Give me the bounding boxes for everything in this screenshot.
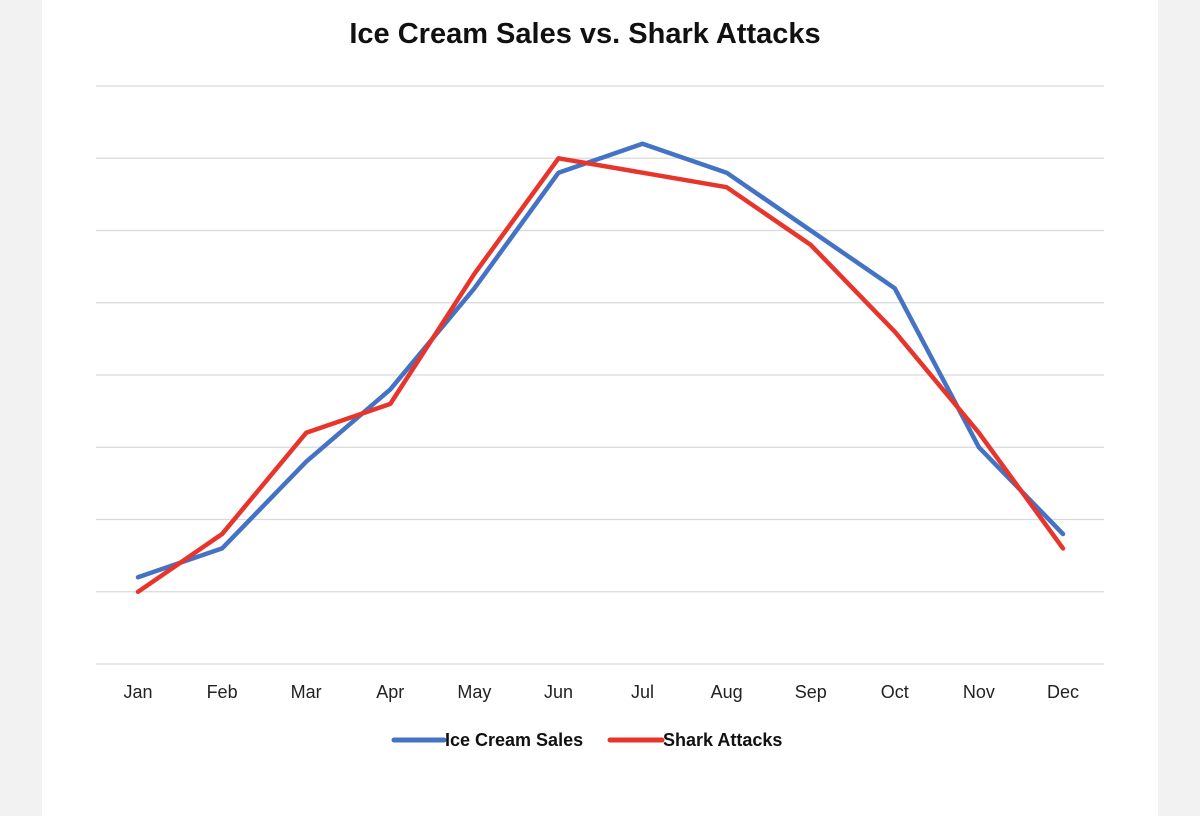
gridlines [96, 85, 1104, 665]
legend-label-1: Shark Attacks [663, 730, 782, 750]
x-tick-label-mar: Mar [291, 682, 322, 702]
x-tick-label-jan: Jan [123, 682, 152, 702]
x-tick-label-oct: Oct [881, 682, 909, 702]
series-line-1 [135, 156, 1066, 595]
legend-label-0: Ice Cream Sales [445, 730, 583, 750]
x-tick-label-feb: Feb [207, 682, 238, 702]
x-tick-label-sep: Sep [795, 682, 827, 702]
series-lines [135, 141, 1066, 595]
x-axis-labels: Jan Feb Mar Apr May Jun Jul Aug Sep Oct Nov Dec [123, 682, 1079, 702]
legend: Ice Cream Sales Shark Attacks [391, 730, 782, 750]
x-tick-label-apr: Apr [376, 682, 404, 702]
x-tick-label-jun: Jun [544, 682, 573, 702]
chart-page: Ice Cream Sales vs. Shark Attacks Jan Feb… [42, 0, 1158, 816]
line-chart: Jan Feb Mar Apr May Jun Jul Aug Sep Oct Nov Dec Ice… [96, 85, 1104, 750]
x-tick-label-dec: Dec [1047, 682, 1079, 702]
x-tick-label-may: May [457, 682, 491, 702]
x-tick-label-nov: Nov [963, 682, 995, 702]
x-tick-label-aug: Aug [711, 682, 743, 702]
chart-title: Ice Cream Sales vs. Shark Attacks [349, 18, 821, 50]
x-tick-label-jul: Jul [631, 682, 654, 702]
series-line-0 [135, 141, 1066, 580]
